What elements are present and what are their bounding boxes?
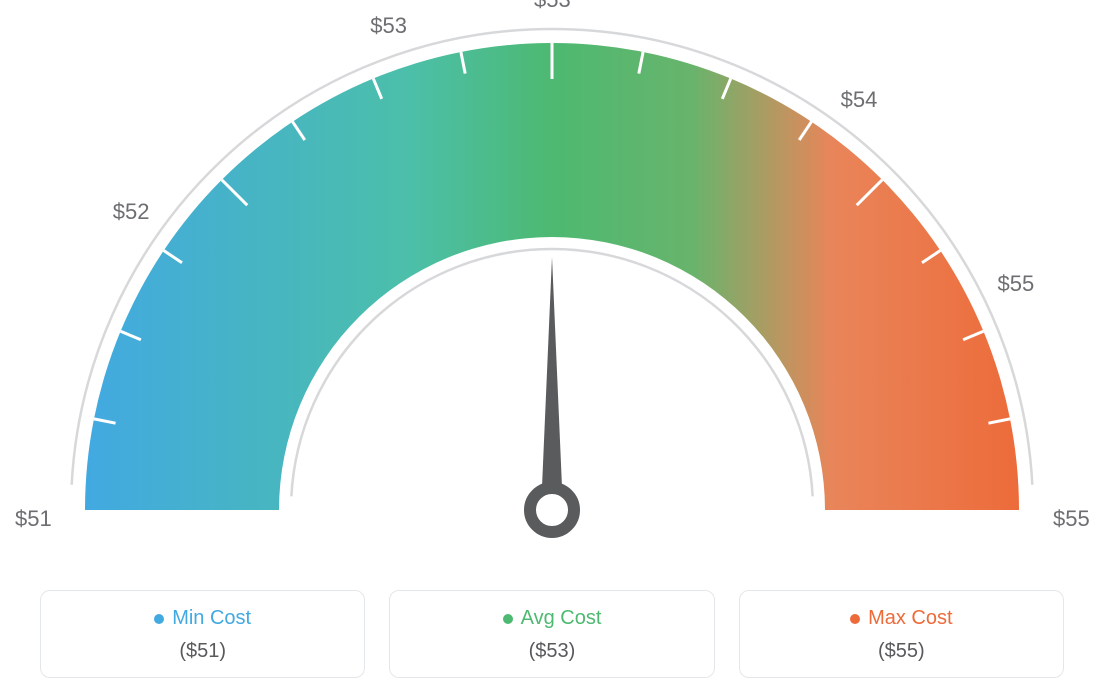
gauge-tick-label: $51 bbox=[15, 506, 52, 532]
legend-label-min: Min Cost bbox=[51, 607, 354, 630]
legend-card-max: Max Cost ($55) bbox=[739, 590, 1064, 678]
legend-card-avg: Avg Cost ($53) bbox=[389, 590, 714, 678]
legend-value-avg: ($53) bbox=[400, 640, 703, 663]
dot-icon-max bbox=[850, 614, 860, 624]
cost-gauge: $51 $52 $53 $53 $54 $55 $55 bbox=[0, 0, 1104, 560]
legend-text-min: Min Cost bbox=[172, 607, 251, 630]
gauge-tick-label: $55 bbox=[997, 271, 1034, 297]
gauge-svg bbox=[0, 0, 1104, 560]
legend-value-min: ($51) bbox=[51, 640, 354, 663]
dot-icon-min bbox=[154, 614, 164, 624]
legend-card-min: Min Cost ($51) bbox=[40, 590, 365, 678]
legend-label-max: Max Cost bbox=[750, 607, 1053, 630]
legend-label-avg: Avg Cost bbox=[400, 607, 703, 630]
gauge-tick-label: $52 bbox=[113, 199, 150, 225]
dot-icon-avg bbox=[503, 614, 513, 624]
gauge-tick-label: $53 bbox=[370, 13, 407, 39]
legend-value-max: ($55) bbox=[750, 640, 1053, 663]
gauge-tick-label: $55 bbox=[1053, 506, 1090, 532]
legend-text-avg: Avg Cost bbox=[521, 607, 602, 630]
gauge-tick-label: $53 bbox=[534, 0, 571, 13]
legend-row: Min Cost ($51) Avg Cost ($53) Max Cost (… bbox=[40, 590, 1064, 678]
legend-text-max: Max Cost bbox=[868, 607, 952, 630]
gauge-tick-label: $54 bbox=[841, 87, 878, 113]
